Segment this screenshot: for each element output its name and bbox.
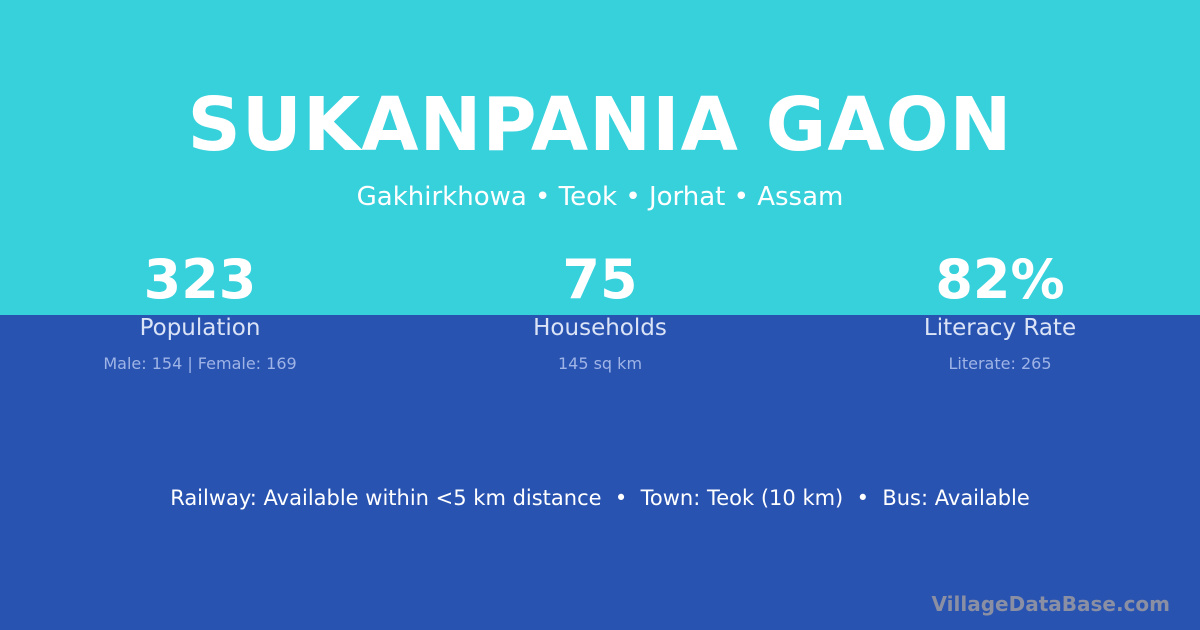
- site-logo: VillageDataBase.com: [931, 592, 1170, 616]
- households-detail: 145 sq km: [557, 354, 643, 373]
- population-detail: Male: 154 | Female: 169: [103, 354, 297, 373]
- literacy-label: Literacy Rate: [923, 315, 1077, 341]
- body-band: [0, 315, 1200, 630]
- literacy-value: 82%: [935, 248, 1065, 311]
- location-breadcrumb: Gakhirkhowa • Teok • Jorhat • Assam: [356, 182, 844, 212]
- population-value: 323: [143, 248, 257, 311]
- households-value: 75: [562, 248, 638, 311]
- connectivity-info: Railway: Available within <5 km distance…: [170, 486, 1030, 510]
- population-label: Population: [139, 315, 261, 341]
- village-title: SUKANPANIA GAON: [187, 82, 1013, 168]
- header-band: [0, 0, 1200, 315]
- literacy-detail: Literate: 265: [948, 354, 1052, 373]
- households-label: Households: [533, 315, 667, 341]
